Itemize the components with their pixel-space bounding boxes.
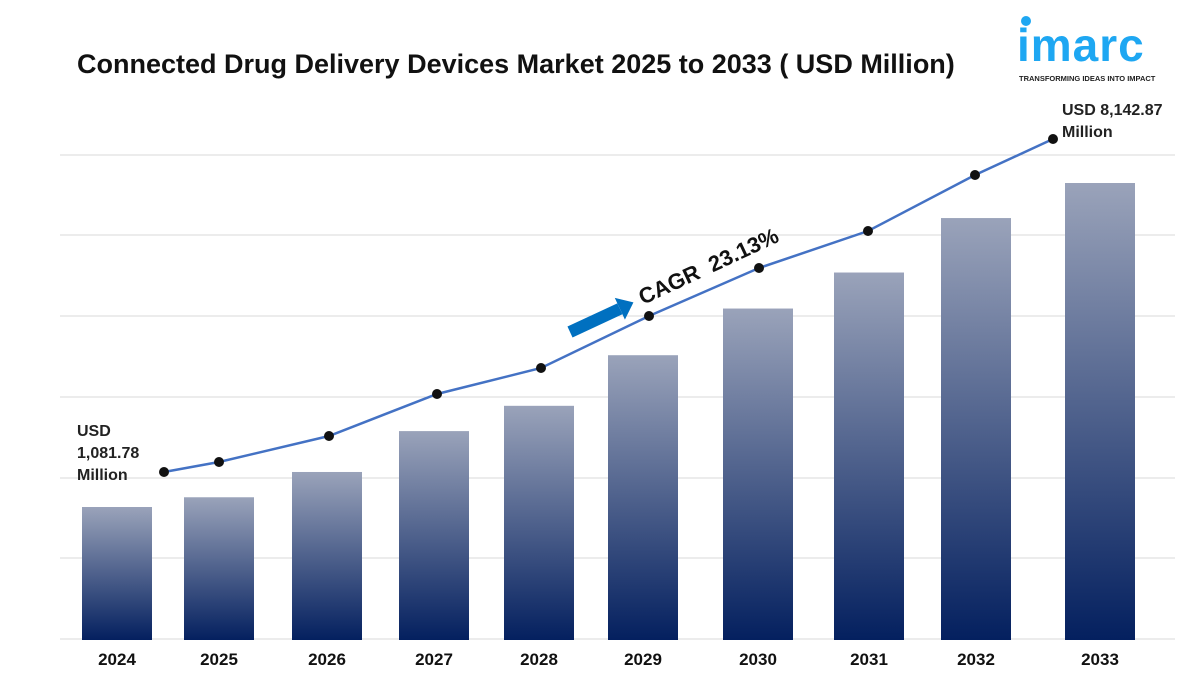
bar-2027: [399, 431, 469, 640]
end-annotation: USD 8,142.87 Million: [1062, 100, 1163, 144]
logo-tagline: TRANSFORMING IDEAS INTO IMPACT: [1019, 74, 1156, 83]
start-usd: USD: [77, 423, 111, 440]
line-marker-2031: [863, 226, 873, 237]
x-tick-label: 2025: [200, 650, 238, 669]
x-tick-label: 2029: [624, 650, 662, 669]
x-tick-label: 2030: [739, 650, 777, 669]
end-unit: Million: [1062, 124, 1113, 141]
bar-2024: [82, 507, 152, 640]
start-value: 1,081.78: [77, 445, 140, 462]
bar-2033: [1065, 183, 1135, 640]
line-marker-2028: [536, 363, 546, 374]
x-tick-label: 2024: [98, 650, 136, 669]
end-value: USD 8,142.87: [1062, 102, 1163, 119]
x-tick-label: 2031: [850, 650, 888, 669]
logo-word: imarc: [1017, 19, 1145, 71]
line-marker-2030: [754, 263, 764, 274]
bar-2026: [292, 471, 362, 640]
x-tick-label: 2027: [415, 650, 453, 669]
x-tick-label: 2028: [520, 650, 558, 669]
line-marker-2026: [324, 431, 334, 442]
x-tick-label: 2032: [957, 650, 995, 669]
line-marker-2029: [644, 310, 654, 321]
bar-2031: [834, 272, 904, 640]
start-annotation: USD 1,081.78 Million: [77, 421, 139, 487]
x-tick-label: 2033: [1081, 650, 1119, 669]
line-marker-2027: [432, 388, 442, 399]
cagr-arrow: [567, 297, 634, 338]
bar-2028: [504, 405, 574, 640]
line-marker-2033: [1048, 134, 1058, 144]
line-marker-2025: [214, 456, 224, 467]
line-marker-2024: [159, 467, 169, 477]
imarc-logo: imarc TRANSFORMING IDEAS INTO IMPACT: [1017, 14, 1167, 86]
chart-title: Connected Drug Delivery Devices Market 2…: [77, 49, 955, 79]
x-tick-label: 2026: [308, 650, 346, 669]
start-unit: Million: [77, 467, 128, 484]
bar-2025: [184, 497, 254, 640]
line-marker-2032: [970, 170, 980, 181]
bar-2029: [608, 355, 678, 640]
trend-line: [163, 137, 1054, 474]
bar-2030: [723, 308, 793, 640]
bar-2032: [941, 218, 1011, 640]
